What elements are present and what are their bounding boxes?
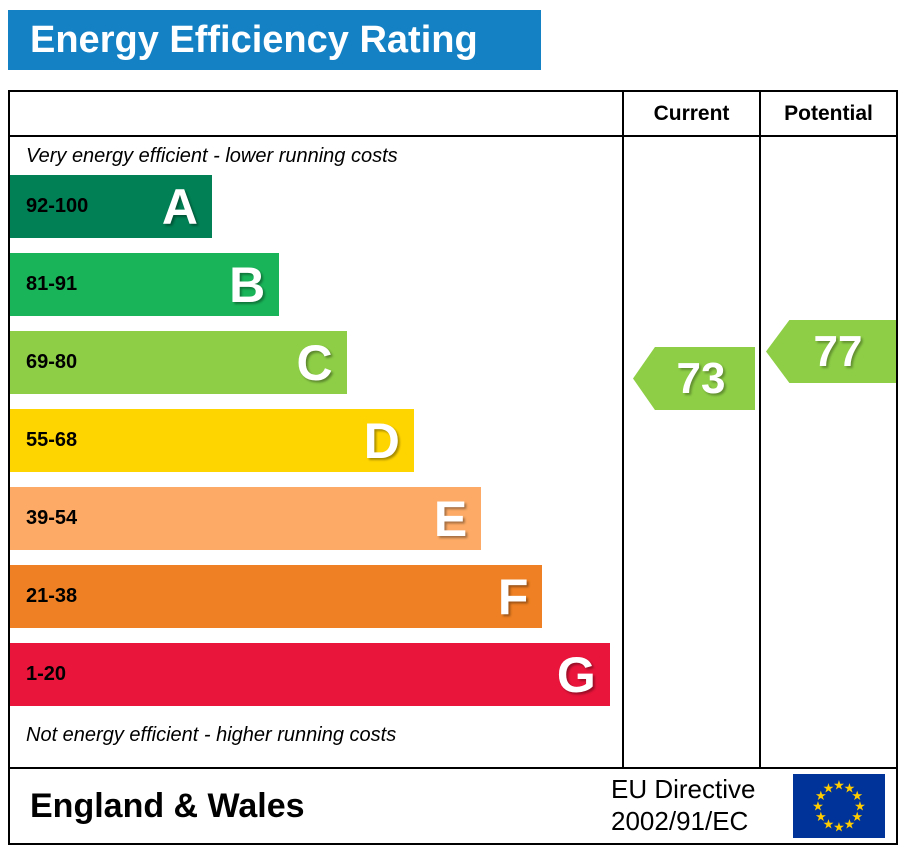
band-range-label: 81-91 [26, 273, 78, 295]
current-rating-arrow: 73 [633, 347, 755, 410]
band-letter: B [229, 256, 266, 313]
eu-flag-star: ★ [815, 788, 827, 803]
band-range-label: 39-54 [26, 507, 78, 529]
band-bar-c: 69-80 C [10, 331, 347, 394]
eu-flag-star: ★ [812, 799, 824, 814]
bands-container: 92-100 A 81-91 B 69-80 C 55-68 D 39-54 E 21-38 F 1-2… [10, 175, 622, 706]
band-row-d: 55-68 D [10, 409, 622, 472]
page-title: Energy Efficiency Rating [30, 18, 478, 61]
band-bar-b: 81-91 B [10, 253, 280, 316]
band-letter: A [161, 178, 198, 235]
band-letter: D [363, 412, 400, 469]
band-bar-f: 21-38 F [10, 565, 543, 628]
band-row-a: 92-100 A [10, 175, 622, 238]
band-bar-a: 92-100 A [10, 175, 212, 238]
eu-flag-star: ★ [851, 809, 863, 824]
band-range-label: 1-20 [26, 663, 67, 685]
eu-flag-icon: ★ ★ ★ ★ ★ ★ ★ ★ ★ ★ ★ ★ [793, 774, 885, 838]
band-row-f: 21-38 F [10, 565, 622, 628]
bottom-note: Not energy efficient - higher running co… [26, 723, 397, 746]
eu-flag-star: ★ [833, 820, 845, 835]
potential-column-header: Potential [759, 92, 896, 135]
eu-directive-line2: 2002/91/EC [611, 806, 749, 836]
eu-flag-star: ★ [854, 799, 866, 814]
eu-flag-star: ★ [844, 817, 856, 832]
eu-flag-star: ★ [815, 809, 827, 824]
title-bar: Energy Efficiency Rating [8, 10, 541, 70]
potential-rating-arrow: 77 [766, 320, 896, 383]
eu-flag-star: ★ [823, 817, 835, 832]
bands-column: Very energy efficient - lower running co… [10, 137, 622, 767]
eu-flag-field [793, 774, 885, 838]
band-row-c: 69-80 C [10, 331, 622, 394]
band-bar-d: 55-68 D [10, 409, 414, 472]
eu-directive-line1: EU Directive [611, 774, 756, 805]
eu-flag-star: ★ [823, 780, 835, 795]
band-row-e: 39-54 E [10, 487, 622, 550]
eu-flag-star: ★ [844, 780, 856, 795]
band-range-label: 21-38 [26, 585, 78, 607]
potential-column: 77 [759, 137, 896, 767]
potential-rating-value: 77 [813, 326, 863, 376]
band-letter: E [433, 490, 468, 547]
current-column-header: Current [622, 92, 759, 135]
region-label: England & Wales [30, 786, 305, 825]
current-column: 73 [622, 137, 759, 767]
header-spacer [10, 92, 622, 135]
band-letter: F [497, 568, 529, 625]
band-range-label: 55-68 [26, 429, 78, 451]
band-row-b: 81-91 B [10, 253, 622, 316]
table-body: Very energy efficient - lower running co… [10, 137, 896, 767]
band-letter: G [556, 646, 596, 703]
rating-table: Current Potential Very energy efficient … [8, 90, 898, 845]
band-range-label: 92-100 [26, 195, 89, 217]
eu-flag-star: ★ [833, 778, 845, 793]
top-note: Very energy efficient - lower running co… [26, 144, 398, 167]
band-bar-e: 39-54 E [10, 487, 482, 550]
eu-flag-star: ★ [851, 788, 863, 803]
band-row-g: 1-20 G [10, 643, 622, 706]
table-footer-row: England & Wales EU Directive 2002/91/EC … [10, 767, 896, 843]
band-bar-g: 1-20 G [10, 643, 610, 706]
table-header-row: Current Potential [10, 92, 896, 137]
band-range-label: 69-80 [26, 351, 78, 373]
eu-directive-label: EU Directive 2002/91/EC [611, 774, 793, 837]
band-letter: C [296, 334, 333, 391]
current-rating-value: 73 [676, 353, 726, 403]
